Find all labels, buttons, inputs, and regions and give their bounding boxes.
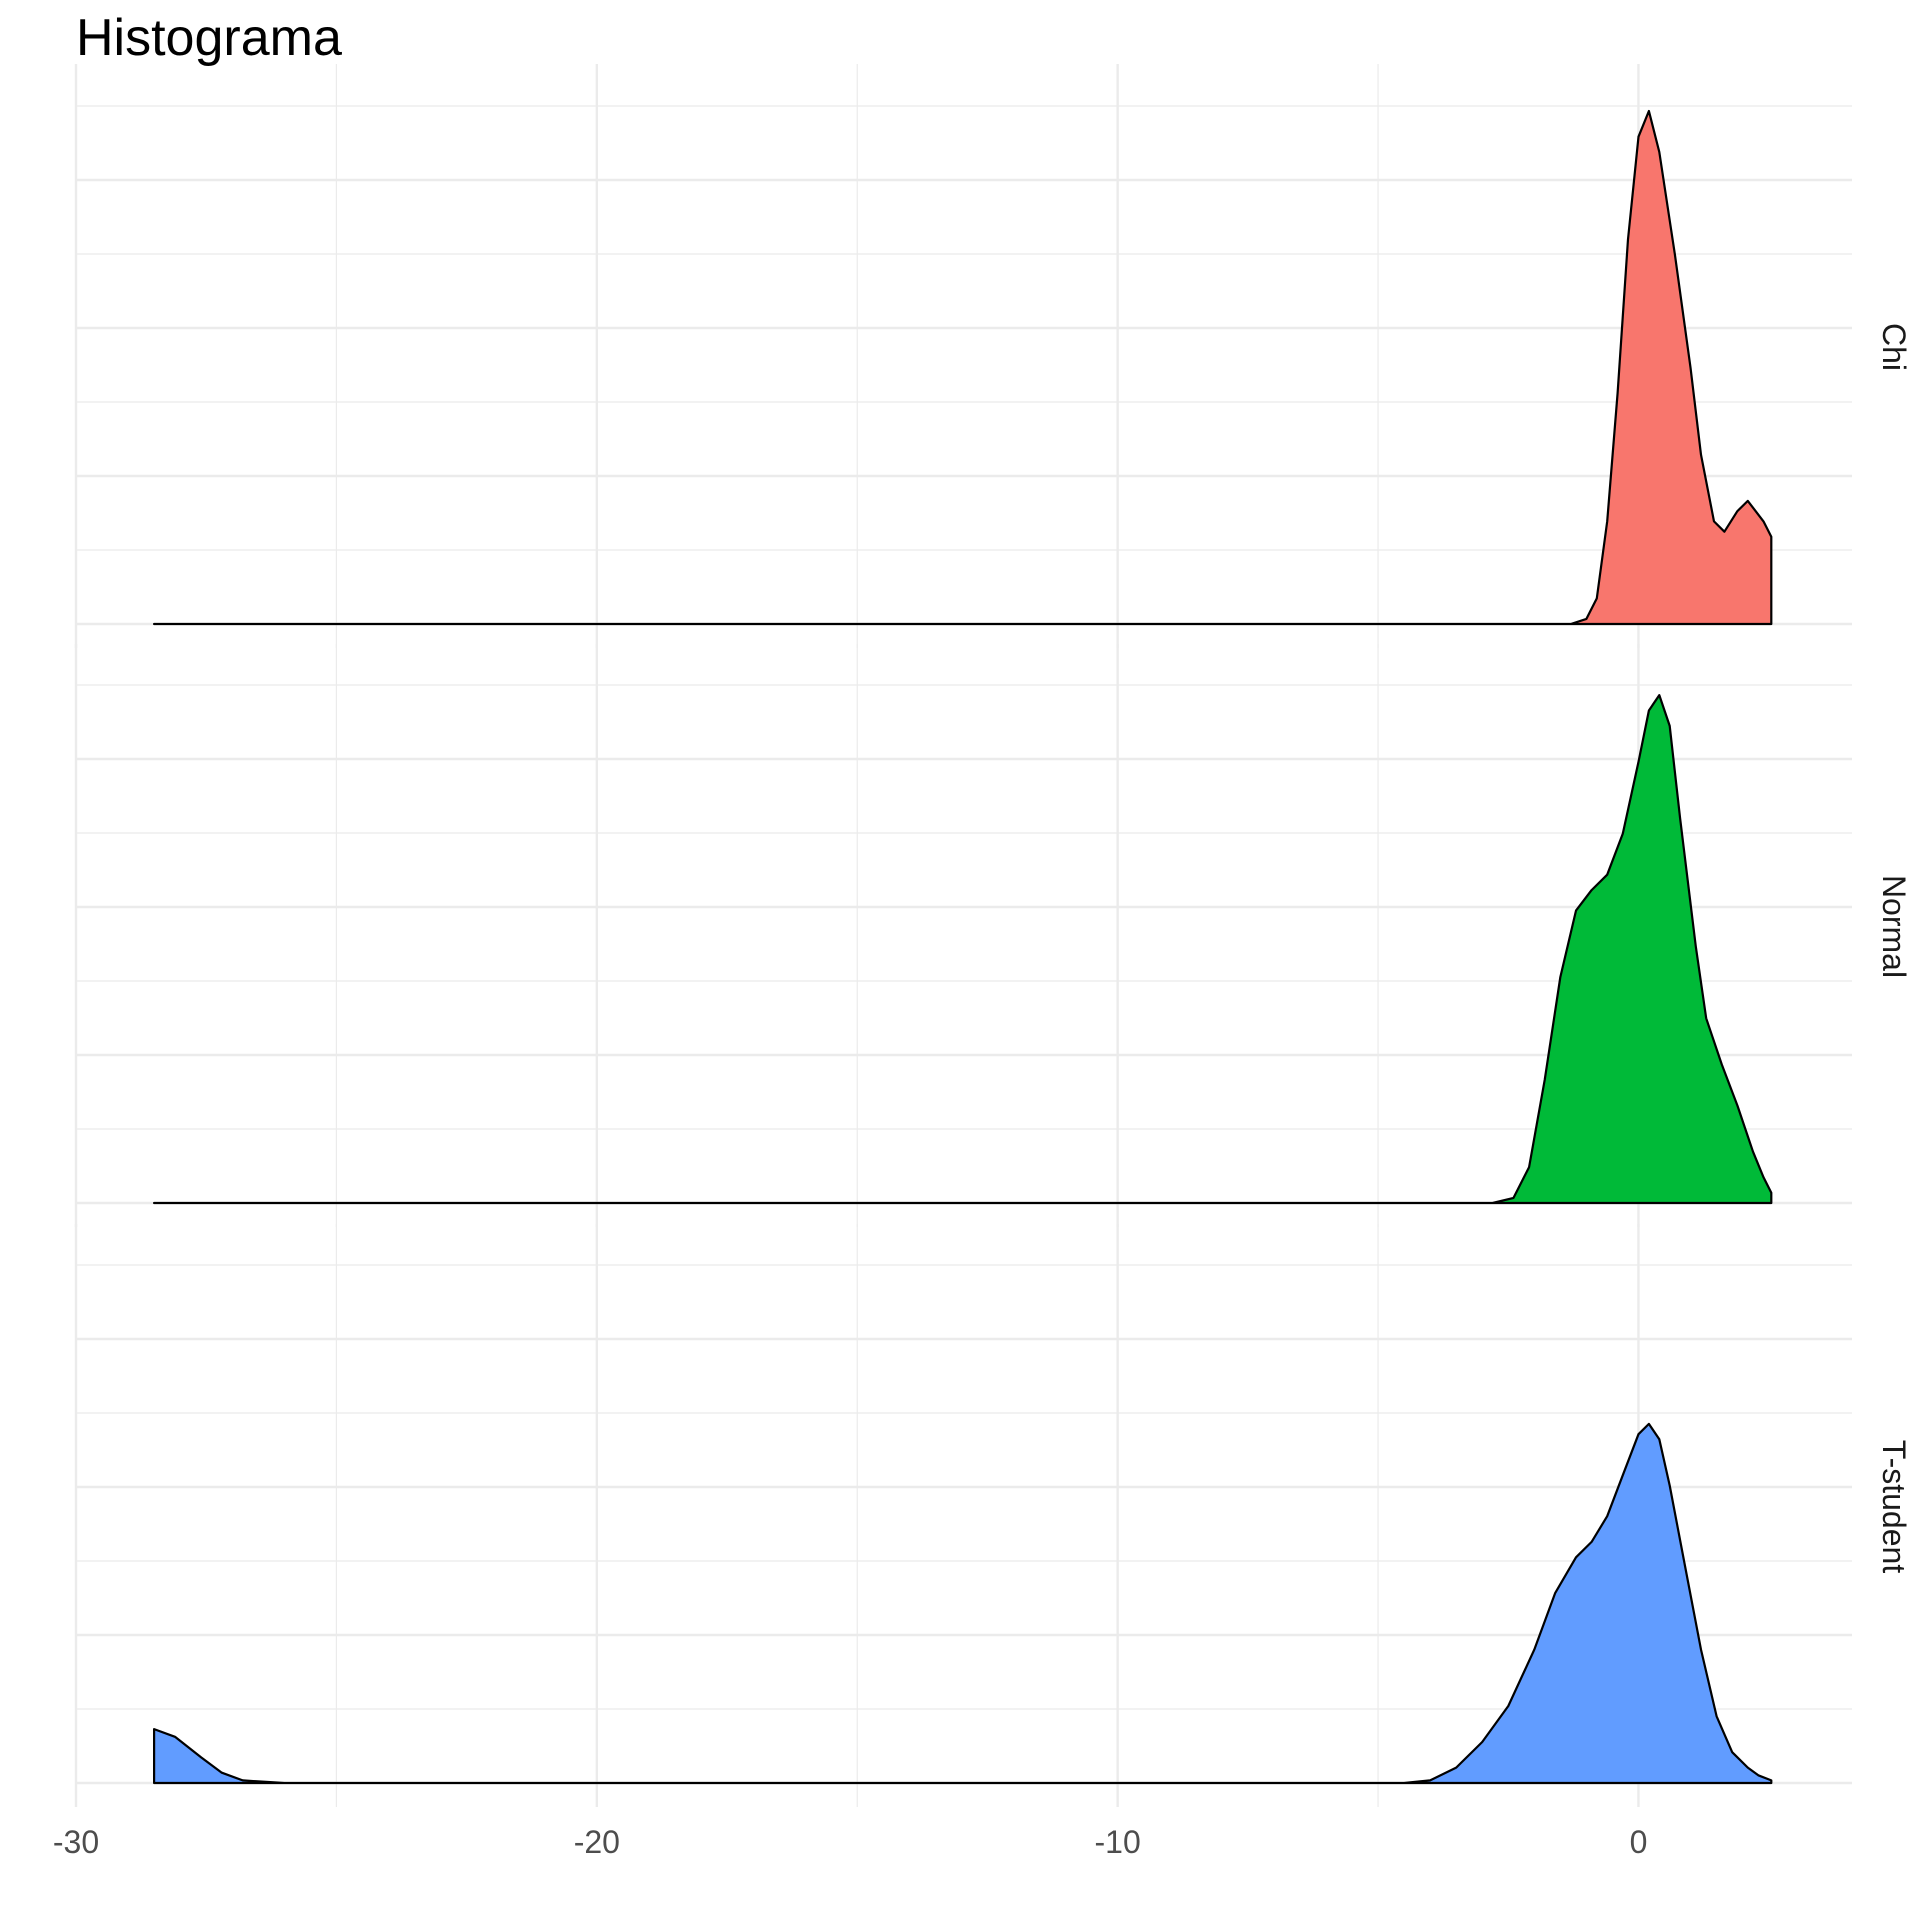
x-tick-label: 0 <box>1630 1824 1648 1860</box>
facet-strip-label: Normal <box>1876 875 1912 978</box>
density-area-t-student <box>153 1422 1773 1785</box>
x-tick-label: -20 <box>574 1824 620 1860</box>
facet-panel-chi: Chi <box>74 64 1912 648</box>
facet-panel-t-student: T-student <box>74 1224 1912 1807</box>
chart-title: Histograma <box>76 9 342 67</box>
x-tick-label: -10 <box>1095 1824 1141 1860</box>
x-tick-label: -30 <box>53 1824 99 1860</box>
density-area-chi <box>153 109 1773 626</box>
facet-strip-label: T-student <box>1876 1440 1912 1574</box>
facet-panel-normal: Normal <box>74 644 1912 1227</box>
density-area-normal <box>153 694 1773 1205</box>
facet-strip-label: Chi <box>1876 323 1912 371</box>
